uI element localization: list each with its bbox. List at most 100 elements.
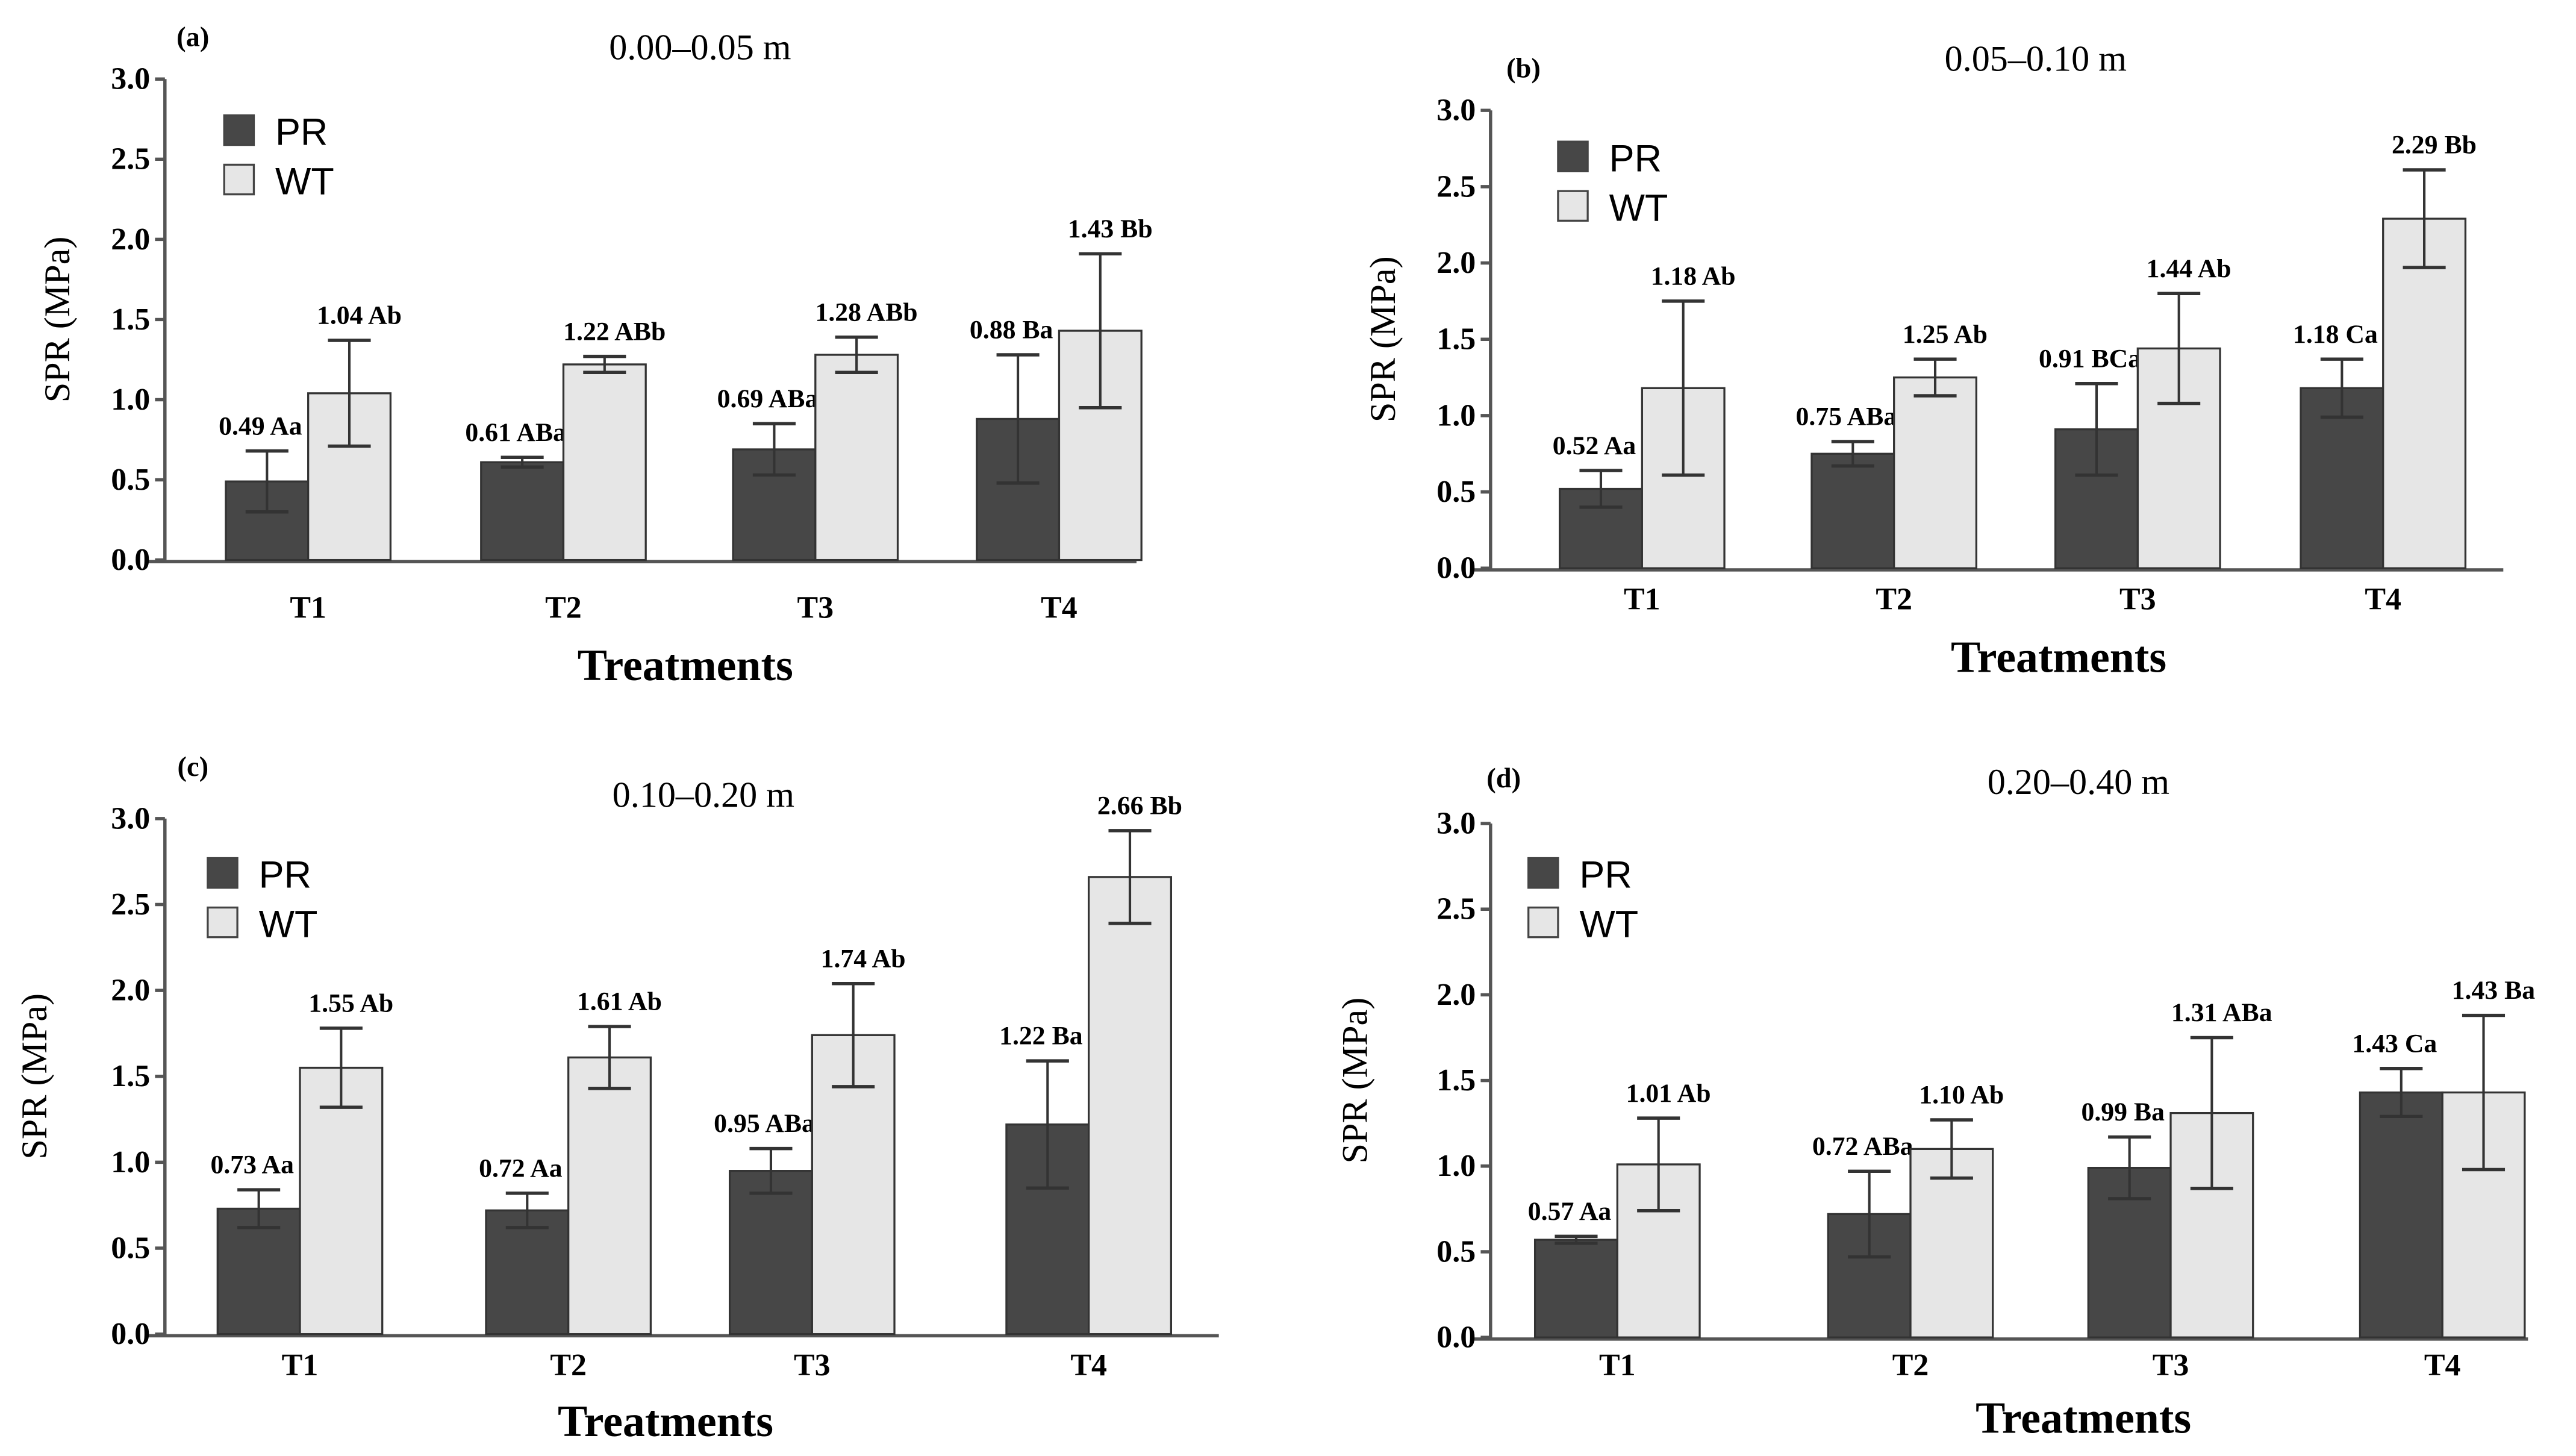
- data-label: 1.18 Ca: [2293, 320, 2378, 349]
- legend-label-pr: PR: [1579, 854, 1632, 896]
- y-tick-label: 1.5: [111, 1059, 150, 1093]
- y-tick-label: 1.0: [1436, 1149, 1476, 1183]
- data-label: 0.99 Ba: [2081, 1098, 2165, 1126]
- bar-pr: [216, 1207, 301, 1336]
- chart-panel-b: (b) 0.05–0.10 m 0.0 0.5 1.0 1.5 2.0 2.5 3.0 SPR (…: [1363, 39, 2504, 682]
- data-label: 2.29 Bb: [2392, 131, 2477, 160]
- legend-swatch-pr: [1527, 857, 1559, 889]
- legend-swatch-wt: [1527, 906, 1559, 939]
- data-label: 0.72 Aa: [479, 1154, 563, 1183]
- y-tick-label: 2.0: [1436, 978, 1476, 1012]
- y-tick-label: 3.0: [1436, 806, 1476, 840]
- data-label: 0.73 Aa: [210, 1151, 294, 1179]
- data-label: 0.95 ABa: [714, 1109, 815, 1138]
- x-tick-label: T1: [282, 1348, 319, 1383]
- bar-pr: [2359, 1091, 2443, 1339]
- y-tick-label: 0.0: [111, 1317, 150, 1351]
- data-label: 0.61 ABa: [465, 418, 566, 447]
- legend-label-pr: PR: [1609, 137, 1662, 180]
- legend-swatch-wt: [1557, 190, 1589, 222]
- x-tick-label: T4: [2424, 1348, 2461, 1383]
- x-axis-label: Treatments: [578, 640, 793, 690]
- data-label: 0.75 ABa: [1796, 402, 1897, 431]
- x-tick-label: T2: [550, 1348, 587, 1383]
- y-tick-label: 1.5: [1436, 1063, 1476, 1098]
- data-label: 0.69 ABa: [717, 384, 819, 413]
- x-tick-label: T3: [2119, 583, 2156, 617]
- y-tick-label: 0.5: [111, 463, 150, 497]
- legend-swatch-wt: [207, 906, 239, 939]
- chart-panel-d: (d) 0.20–0.40 m 0.0 0.5 1.0 1.5 2.0 2.5 3.0 SPR (…: [1335, 762, 2536, 1443]
- bar-pr: [1810, 452, 1895, 569]
- data-label: 1.10 Ab: [1919, 1081, 2004, 1110]
- x-tick-label: T1: [1599, 1348, 1636, 1383]
- y-tick-label: 0.0: [111, 543, 150, 577]
- x-tick-label: T4: [2365, 583, 2401, 617]
- chart-panel-c: (c) 0.10–0.20 m 0.0 0.5 1.0 1.5 2.0 2.5 3.0 SPR (…: [14, 752, 1219, 1446]
- data-label: 0.49 Aa: [219, 411, 302, 440]
- data-label: 0.52 Aa: [1553, 431, 1636, 460]
- x-tick-label: T1: [1624, 583, 1661, 617]
- legend-label-pr: PR: [275, 111, 328, 154]
- y-tick-label: 0.5: [1436, 1234, 1476, 1269]
- legend-swatch-pr: [1557, 140, 1589, 172]
- legend-label-wt: WT: [1609, 187, 1668, 229]
- data-label: 1.22 Ba: [999, 1022, 1083, 1051]
- data-label: 0.91 BCa: [2039, 344, 2141, 373]
- chart-title: 0.05–0.10 m: [1945, 39, 2127, 80]
- y-tick-label: 0.5: [1436, 475, 1476, 509]
- y-axis-label: SPR (MPa): [1335, 998, 1376, 1164]
- legend-label-pr: PR: [259, 854, 311, 896]
- x-tick-label: T3: [2153, 1348, 2189, 1383]
- data-label: 1.43 Bb: [1068, 214, 1153, 243]
- y-tick-label: 2.0: [111, 973, 150, 1008]
- x-axis-label: Treatments: [558, 1396, 773, 1446]
- bar-wt: [814, 354, 899, 561]
- x-tick-label: T2: [1876, 583, 1912, 617]
- y-tick-label: 3.0: [111, 801, 150, 836]
- data-label: 1.01 Ab: [1626, 1079, 1711, 1108]
- data-label: 1.61 Ab: [577, 987, 662, 1016]
- legend-label-wt: WT: [1579, 904, 1638, 946]
- bar-pr: [728, 1170, 813, 1336]
- x-axis-label: Treatments: [1976, 1393, 2191, 1443]
- y-tick-label: 2.5: [111, 887, 150, 922]
- bar-wt: [1088, 876, 1173, 1336]
- data-label: 1.31 ABa: [2171, 998, 2272, 1027]
- panel-label: (b): [1506, 54, 1541, 84]
- y-axis-label: SPR (MPa): [37, 237, 78, 403]
- x-tick-label: T4: [1041, 590, 1077, 625]
- chart-title: 0.00–0.05 m: [609, 27, 791, 67]
- bar-wt: [567, 1056, 652, 1336]
- y-tick-label: 0.0: [1436, 1320, 1476, 1355]
- y-tick-label: 2.5: [1436, 892, 1476, 926]
- bar-pr: [480, 461, 565, 561]
- y-tick-label: 1.0: [1436, 398, 1476, 433]
- data-label: 1.43 Ba: [2452, 976, 2536, 1005]
- panel-label: (c): [177, 752, 208, 783]
- legend-label-wt: WT: [259, 904, 318, 946]
- data-label: 1.43 Ca: [2352, 1029, 2437, 1058]
- x-tick-label: T1: [290, 590, 326, 625]
- bar-wt: [562, 363, 647, 561]
- y-tick-label: 0.0: [1436, 551, 1476, 586]
- data-label: 1.28 ABb: [815, 298, 917, 327]
- x-tick-label: T3: [797, 590, 834, 625]
- data-label: 0.72 ABa: [1812, 1132, 1913, 1161]
- x-axis-label: Treatments: [1951, 633, 2166, 682]
- legend-swatch-wt: [223, 163, 255, 196]
- y-tick-label: 1.0: [111, 383, 150, 417]
- data-label: 1.22 ABb: [563, 317, 666, 346]
- x-tick-label: T4: [1070, 1348, 1107, 1383]
- data-label: 1.44 Ab: [2147, 254, 2231, 283]
- legend-label-wt: WT: [275, 161, 334, 203]
- chart-panel-a: (a) 0.00–0.05 m 0.0 0.5 1.0 1.5 2.0 2.5 3.0 SPR (…: [37, 22, 1152, 690]
- y-tick-label: 2.5: [1436, 169, 1476, 204]
- y-tick-label: 1.5: [1436, 322, 1476, 357]
- y-tick-label: 3.0: [111, 62, 150, 96]
- y-tick-label: 1.0: [111, 1145, 150, 1179]
- panel-label: (d): [1486, 763, 1521, 794]
- data-label: 1.25 Ab: [1903, 320, 1988, 349]
- chart-title: 0.20–0.40 m: [1988, 762, 2169, 802]
